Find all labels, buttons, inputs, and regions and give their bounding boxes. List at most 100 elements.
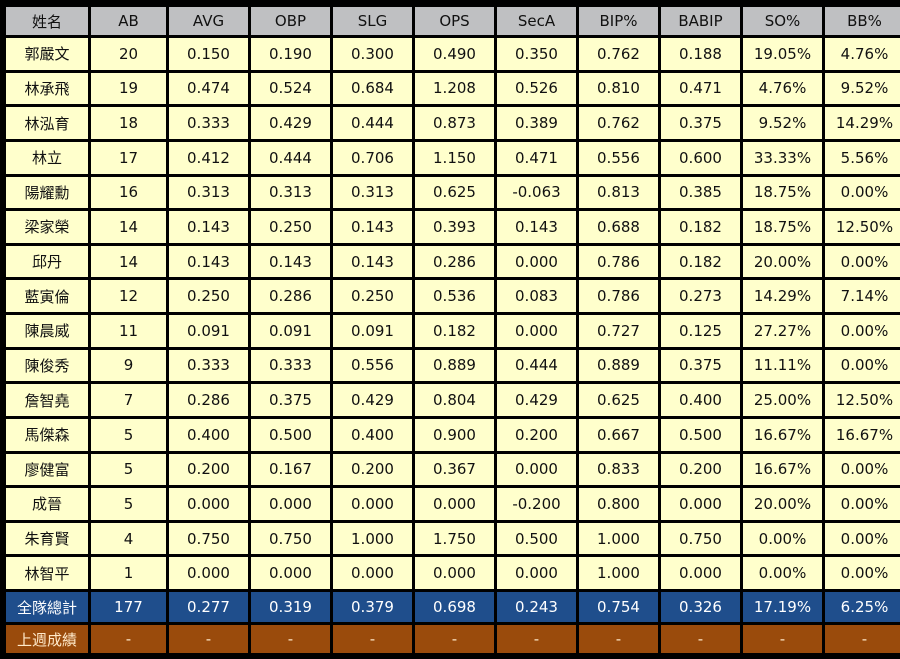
- cell-so-pct: 16.67%: [743, 453, 822, 486]
- cell-slg: 0.706: [333, 141, 412, 174]
- cell-ops: 0.286: [415, 245, 494, 278]
- cell-bb-pct: 14.29%: [825, 107, 900, 139]
- cell-slg: 0.200: [333, 453, 412, 486]
- cell-slg: 0.143: [333, 211, 412, 243]
- team-total-row: 全隊總計 177 0.277 0.319 0.379 0.698 0.243 0…: [6, 592, 900, 622]
- team-total-so-pct: 17.19%: [743, 592, 822, 622]
- team-total-ops: 0.698: [415, 592, 494, 622]
- last-week-label: 上週成績: [6, 625, 88, 653]
- last-week-so-pct: -: [743, 625, 822, 653]
- cell-player-name: 廖健富: [6, 453, 88, 486]
- cell-seca: 0.083: [497, 280, 576, 312]
- cell-ops: 0.625: [415, 176, 494, 209]
- table-row: 廖健富 5 0.200 0.167 0.200 0.367 0.000 0.833 0.200 1…: [6, 453, 900, 486]
- cell-so-pct: 11.11%: [743, 349, 822, 382]
- cell-obp: 0.190: [251, 38, 330, 70]
- cell-ops: 0.873: [415, 107, 494, 139]
- cell-ab: 17: [91, 141, 166, 174]
- cell-so-pct: 18.75%: [743, 176, 822, 209]
- cell-player-name: 成晉: [6, 488, 88, 520]
- cell-babip: 0.000: [661, 557, 740, 589]
- header-bip-pct[interactable]: BIP%: [579, 7, 658, 35]
- cell-obp: 0.286: [251, 280, 330, 312]
- table-row: 朱育賢 4 0.750 0.750 1.000 1.750 0.500 1.000 0.750 0…: [6, 522, 900, 555]
- team-total-bip-pct: 0.754: [579, 592, 658, 622]
- cell-bb-pct: 0.00%: [825, 488, 900, 520]
- last-week-slg: -: [333, 625, 412, 653]
- table-row: 藍寅倫 12 0.250 0.286 0.250 0.536 0.083 0.786 0.273…: [6, 280, 900, 312]
- cell-so-pct: 18.75%: [743, 211, 822, 243]
- cell-ops: 0.000: [415, 557, 494, 589]
- team-total-label: 全隊總計: [6, 592, 88, 622]
- last-week-ab: -: [91, 625, 166, 653]
- cell-slg: 0.000: [333, 488, 412, 520]
- header-bb-pct[interactable]: BB%: [825, 7, 900, 35]
- cell-ab: 19: [91, 72, 166, 105]
- header-name[interactable]: 姓名: [6, 7, 88, 35]
- cell-obp: 0.000: [251, 488, 330, 520]
- cell-player-name: 陳晨威: [6, 315, 88, 347]
- header-slg[interactable]: SLG: [333, 7, 412, 35]
- table-row: 馬傑森 5 0.400 0.500 0.400 0.900 0.200 0.667 0.500 1…: [6, 418, 900, 451]
- cell-bb-pct: 16.67%: [825, 418, 900, 451]
- cell-obp: 0.375: [251, 384, 330, 416]
- cell-avg: 0.000: [169, 488, 248, 520]
- header-obp[interactable]: OBP: [251, 7, 330, 35]
- cell-player-name: 陳俊秀: [6, 349, 88, 382]
- cell-babip: 0.375: [661, 349, 740, 382]
- cell-ab: 4: [91, 522, 166, 555]
- cell-slg: 1.000: [333, 522, 412, 555]
- team-total-avg: 0.277: [169, 592, 248, 622]
- cell-bip-pct: 0.889: [579, 349, 658, 382]
- header-row: 姓名 AB AVG OBP SLG OPS SecA BIP% BABIP SO…: [6, 7, 900, 35]
- cell-bip-pct: 0.556: [579, 141, 658, 174]
- last-week-bip-pct: -: [579, 625, 658, 653]
- table-row: 林智平 1 0.000 0.000 0.000 0.000 0.000 1.000 0.000 0…: [6, 557, 900, 589]
- cell-bip-pct: 1.000: [579, 557, 658, 589]
- cell-bb-pct: 0.00%: [825, 245, 900, 278]
- cell-obp: 0.429: [251, 107, 330, 139]
- table-row: 成晉 5 0.000 0.000 0.000 0.000 -0.200 0.800 0.000 2…: [6, 488, 900, 520]
- cell-avg: 0.400: [169, 418, 248, 451]
- cell-bb-pct: 0.00%: [825, 349, 900, 382]
- cell-babip: 0.000: [661, 488, 740, 520]
- cell-ops: 0.182: [415, 315, 494, 347]
- cell-ab: 9: [91, 349, 166, 382]
- cell-bip-pct: 0.813: [579, 176, 658, 209]
- cell-obp: 0.091: [251, 315, 330, 347]
- cell-ab: 18: [91, 107, 166, 139]
- header-so-pct[interactable]: SO%: [743, 7, 822, 35]
- cell-bb-pct: 0.00%: [825, 557, 900, 589]
- cell-ab: 16: [91, 176, 166, 209]
- cell-obp: 0.167: [251, 453, 330, 486]
- cell-bb-pct: 7.14%: [825, 280, 900, 312]
- cell-bb-pct: 12.50%: [825, 211, 900, 243]
- table-row: 詹智堯 7 0.286 0.375 0.429 0.804 0.429 0.625 0.400 2…: [6, 384, 900, 416]
- cell-ops: 0.393: [415, 211, 494, 243]
- team-total-ab: 177: [91, 592, 166, 622]
- cell-seca: 0.471: [497, 141, 576, 174]
- header-ab[interactable]: AB: [91, 7, 166, 35]
- cell-ab: 14: [91, 211, 166, 243]
- cell-babip: 0.182: [661, 245, 740, 278]
- cell-ops: 0.889: [415, 349, 494, 382]
- cell-slg: 0.400: [333, 418, 412, 451]
- cell-bip-pct: 0.833: [579, 453, 658, 486]
- cell-seca: 0.200: [497, 418, 576, 451]
- table-row: 林立 17 0.412 0.444 0.706 1.150 0.471 0.556 0.600 3…: [6, 141, 900, 174]
- cell-slg: 0.684: [333, 72, 412, 105]
- last-week-babip: -: [661, 625, 740, 653]
- last-week-ops: -: [415, 625, 494, 653]
- cell-ab: 5: [91, 488, 166, 520]
- cell-so-pct: 19.05%: [743, 38, 822, 70]
- cell-babip: 0.273: [661, 280, 740, 312]
- header-babip[interactable]: BABIP: [661, 7, 740, 35]
- header-seca[interactable]: SecA: [497, 7, 576, 35]
- cell-obp: 0.750: [251, 522, 330, 555]
- header-ops[interactable]: OPS: [415, 7, 494, 35]
- cell-slg: 0.300: [333, 38, 412, 70]
- cell-seca: 0.526: [497, 72, 576, 105]
- cell-ops: 0.490: [415, 38, 494, 70]
- header-avg[interactable]: AVG: [169, 7, 248, 35]
- cell-ops: 1.750: [415, 522, 494, 555]
